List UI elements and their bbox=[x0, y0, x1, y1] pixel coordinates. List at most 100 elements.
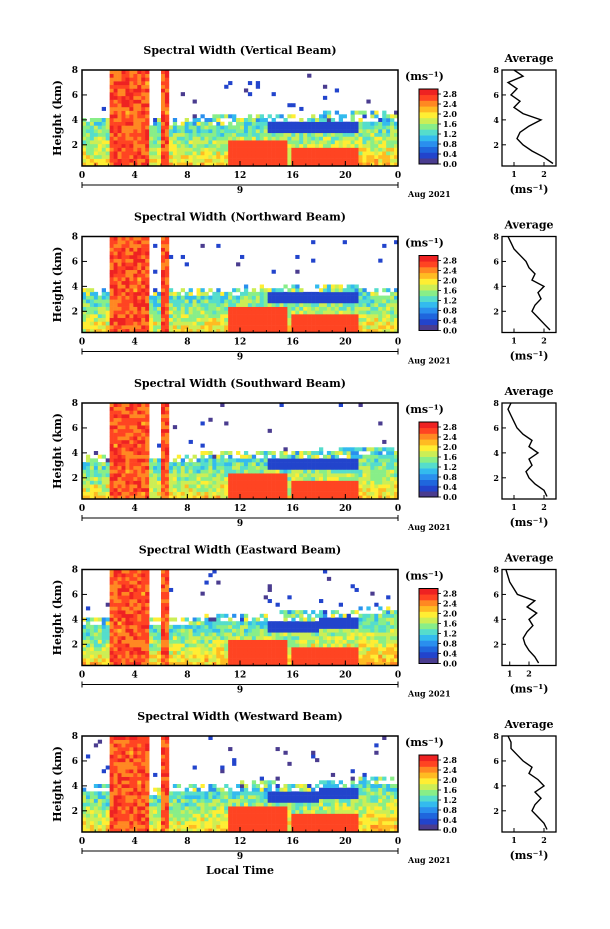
heatmap-cell bbox=[200, 132, 205, 137]
heatmap-cell bbox=[334, 317, 340, 322]
heatmap-cell bbox=[319, 647, 324, 652]
heatmap-cell bbox=[164, 654, 170, 659]
heatmap-cell bbox=[279, 143, 284, 148]
heatmap-cell bbox=[180, 624, 185, 629]
heatmap-cell bbox=[350, 647, 355, 652]
heatmap-cell bbox=[338, 613, 343, 618]
heatmap-cell bbox=[279, 458, 284, 463]
heatmap-cell bbox=[224, 491, 229, 496]
heatmap-cell bbox=[279, 125, 284, 130]
heatmap-cell bbox=[137, 654, 142, 659]
heatmap-cell bbox=[204, 473, 209, 478]
heatmap-cell bbox=[117, 266, 122, 271]
heatmap-cell bbox=[161, 602, 166, 607]
heatmap-cell bbox=[362, 658, 367, 663]
heatmap-cell bbox=[362, 639, 367, 644]
heatmap-cell bbox=[291, 628, 296, 633]
heatmap-cell bbox=[279, 306, 284, 311]
heatmap-cell bbox=[374, 158, 379, 163]
heatmap-cell bbox=[82, 798, 87, 803]
heatmap-cell bbox=[394, 658, 399, 663]
heatmap-cell bbox=[311, 140, 316, 145]
heatmap-cell bbox=[125, 251, 130, 256]
heatmap-cell bbox=[315, 328, 320, 333]
heatmap-cell bbox=[125, 647, 130, 652]
heatmap-cell bbox=[362, 299, 367, 304]
heatmap-cell bbox=[275, 132, 280, 137]
heatmap-cell bbox=[168, 299, 174, 304]
heatmap-cell bbox=[236, 487, 241, 492]
heatmap-cell bbox=[137, 613, 142, 618]
heatmap-cell bbox=[184, 302, 189, 307]
heatmap-cell bbox=[307, 328, 312, 333]
heatmap-cell bbox=[362, 654, 367, 659]
heatmap-cell bbox=[307, 154, 312, 159]
heatmap-cell bbox=[275, 302, 280, 307]
heatmap-cell bbox=[346, 143, 351, 148]
heatmap-cell bbox=[216, 643, 221, 648]
heatmap-cell bbox=[133, 291, 138, 296]
colorbar-swatch bbox=[419, 146, 438, 153]
heatmap-cell bbox=[105, 628, 110, 633]
heatmap-cell bbox=[192, 628, 197, 633]
heatmap-cell bbox=[358, 624, 363, 629]
heatmap-cell bbox=[366, 606, 371, 611]
heatmap-cell bbox=[161, 573, 166, 578]
heatmap-cell bbox=[259, 658, 264, 663]
heatmap-cell bbox=[157, 647, 162, 652]
heatmap-cell bbox=[117, 77, 122, 82]
heatmap-cell bbox=[180, 325, 185, 330]
heatmap-cell bbox=[117, 591, 122, 596]
heatmap-cell bbox=[259, 484, 264, 489]
x-tick-label: 4 bbox=[132, 504, 138, 514]
heatmap-cell bbox=[117, 254, 122, 259]
heatmap-cell bbox=[192, 491, 197, 496]
heatmap-cell bbox=[378, 129, 383, 134]
heatmap-cell bbox=[275, 136, 280, 141]
heatmap-cell bbox=[164, 118, 170, 122]
heatmap-cell bbox=[145, 602, 150, 607]
heatmap-cell bbox=[342, 310, 347, 315]
heatmap-cell bbox=[255, 129, 261, 134]
heatmap-cell bbox=[370, 591, 375, 596]
heatmap-cell bbox=[386, 613, 391, 618]
heatmap-cell bbox=[330, 465, 336, 470]
heatmap-cell bbox=[180, 317, 185, 322]
heatmap-cell bbox=[125, 125, 130, 130]
heatmap-cell bbox=[109, 654, 114, 659]
heatmap-cell bbox=[97, 151, 103, 156]
heatmap-cell bbox=[93, 639, 99, 644]
heatmap-cell bbox=[82, 795, 87, 800]
heatmap-cell bbox=[240, 624, 245, 629]
heatmap-cell bbox=[212, 295, 217, 300]
heatmap-cell bbox=[307, 132, 312, 137]
heatmap-cell bbox=[161, 325, 166, 330]
heatmap-cell bbox=[113, 262, 118, 267]
heatmap-cell bbox=[338, 624, 343, 629]
heatmap-cell bbox=[97, 473, 103, 478]
heatmap-cell bbox=[137, 288, 142, 293]
heatmap-cell bbox=[97, 147, 103, 152]
heatmap-cell bbox=[236, 658, 241, 663]
heatmap-cell bbox=[125, 103, 130, 108]
heatmap-cell bbox=[196, 310, 201, 315]
heatmap-cell bbox=[247, 121, 253, 126]
heatmap-cell bbox=[137, 658, 142, 663]
heatmap-cell bbox=[334, 473, 340, 478]
heatmap-cell bbox=[180, 491, 185, 496]
heatmap-cell bbox=[208, 487, 213, 492]
heatmap-cell bbox=[228, 487, 233, 492]
heatmap-cell bbox=[188, 151, 193, 156]
heatmap-cell bbox=[370, 473, 375, 478]
heatmap-cell bbox=[362, 617, 367, 622]
heatmap-cell bbox=[287, 473, 292, 478]
heatmap-cell bbox=[354, 487, 359, 492]
heatmap-cell bbox=[255, 658, 261, 663]
heatmap-cell bbox=[161, 647, 166, 652]
heatmap-cell bbox=[259, 621, 264, 626]
heatmap-cell bbox=[390, 451, 395, 455]
heatmap-cell bbox=[243, 650, 249, 655]
heatmap-cell bbox=[164, 595, 170, 600]
heatmap-cell bbox=[109, 154, 114, 159]
heatmap-cell bbox=[101, 654, 106, 659]
